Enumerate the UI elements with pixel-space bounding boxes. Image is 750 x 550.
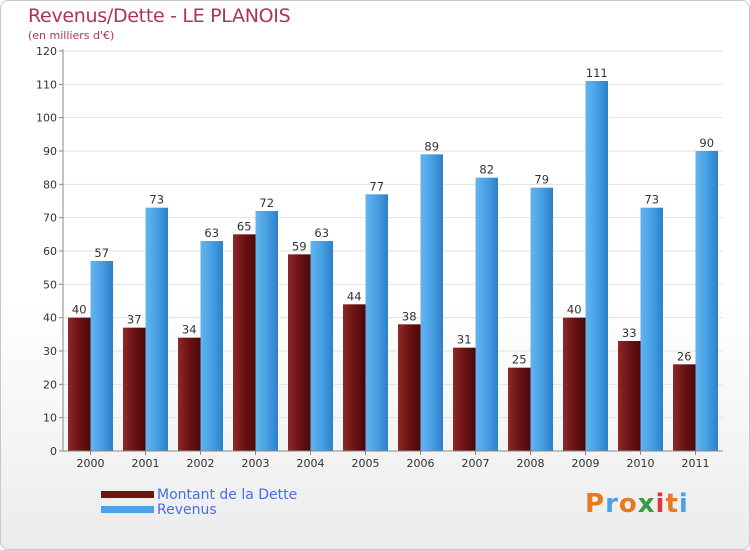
bar-dette	[123, 327, 146, 451]
x-tick-label: 2007	[462, 457, 490, 470]
bar-revenus	[640, 207, 663, 451]
data-label-revenus: 82	[479, 163, 494, 177]
data-label-dette: 26	[677, 349, 692, 363]
y-tick-label: 20	[43, 378, 57, 391]
y-tick-label: 100	[36, 112, 57, 125]
bar-dette	[398, 324, 421, 451]
logo-letter: r	[605, 489, 619, 519]
logo-letter: o	[618, 489, 638, 519]
data-label-dette: 59	[292, 239, 307, 253]
bar-dette	[68, 317, 91, 451]
legend: Montant de la Dette Revenus	[101, 486, 298, 518]
logo-letter: x	[637, 489, 656, 519]
bar-revenus	[90, 261, 113, 451]
bar-dette	[233, 234, 256, 451]
bar-dette	[178, 337, 201, 451]
y-tick-label: 60	[43, 245, 57, 258]
logo-letter: i	[678, 489, 689, 519]
y-tick-label: 70	[43, 212, 57, 225]
x-tick-label: 2009	[572, 457, 600, 470]
y-tick-label: 110	[36, 78, 57, 91]
data-label-dette: 34	[182, 323, 197, 337]
logo-letter: i	[655, 489, 666, 519]
bar-revenus	[530, 187, 553, 451]
data-label-revenus: 57	[94, 246, 109, 260]
data-label-dette: 38	[402, 309, 417, 323]
x-tick-label: 2006	[407, 457, 435, 470]
data-label-dette: 25	[512, 353, 527, 367]
bar-dette	[508, 367, 531, 451]
bar-revenus	[420, 154, 443, 452]
data-label-revenus: 63	[314, 226, 329, 240]
bar-dette	[618, 341, 641, 451]
y-tick-label: 90	[43, 145, 57, 158]
logo-letter: P	[585, 489, 606, 519]
legend-swatch-revenus	[101, 506, 154, 513]
x-tick-label: 2000	[77, 457, 105, 470]
bar-revenus	[585, 81, 608, 451]
data-label-dette: 44	[347, 289, 362, 303]
x-tick-label: 2008	[517, 457, 545, 470]
x-tick-label: 2004	[297, 457, 325, 470]
x-tick-label: 2010	[627, 457, 655, 470]
grid-layer	[63, 50, 723, 452]
data-label-dette: 31	[457, 333, 472, 347]
bar-dette	[563, 317, 586, 451]
bar-revenus	[475, 177, 498, 451]
bar-revenus	[145, 207, 168, 451]
data-label-dette: 37	[127, 313, 142, 327]
y-tick-label: 10	[43, 412, 57, 425]
y-tick-label: 50	[43, 278, 57, 291]
y-tick-label: 30	[43, 345, 57, 358]
data-label-revenus: 73	[644, 193, 659, 207]
x-tick-label: 2001	[132, 457, 160, 470]
y-tick-label: 120	[36, 45, 57, 58]
legend-label-dette: Montant de la Dette	[157, 486, 298, 503]
bar-revenus	[310, 241, 333, 451]
data-label-revenus: 111	[586, 66, 608, 80]
bar-dette	[453, 347, 476, 451]
chart-subtitle: (en milliers d'€)	[28, 29, 115, 42]
x-tick-label: 2002	[187, 457, 215, 470]
data-label-revenus: 77	[369, 179, 384, 193]
proxiti-logo: Proxiti	[585, 489, 689, 519]
data-label-revenus: 90	[699, 136, 714, 150]
axis-layer: 0 10 20 30 40 50 60 70 80 90 100 110 120 2000 2001 2002…	[36, 45, 723, 470]
y-tick-label: 0	[50, 445, 57, 458]
legend-item-dette: Montant de la Dette	[101, 486, 298, 503]
data-label-dette: 65	[237, 219, 252, 233]
bar-revenus	[200, 241, 223, 451]
x-tick-label: 2011	[682, 457, 710, 470]
bar-dette	[343, 304, 366, 451]
bar-revenus	[365, 194, 388, 452]
legend-swatch-dette	[101, 491, 154, 498]
data-label-revenus: 63	[204, 226, 219, 240]
chart-title: Revenus/Dette - LE PLANOIS	[28, 5, 291, 27]
bar-layer: 40 57 37 73 34 63 65 72 59 63 44 77 38 89 31 82 25 79 40 11…	[68, 66, 718, 452]
legend-item-revenus: Revenus	[101, 501, 297, 518]
bar-revenus	[695, 151, 718, 451]
data-label-revenus: 73	[149, 193, 164, 207]
y-tick-label: 80	[43, 178, 57, 191]
data-label-dette: 40	[72, 303, 87, 317]
legend-label-revenus: Revenus	[157, 501, 217, 518]
data-label-revenus: 79	[534, 173, 549, 187]
x-tick-label: 2005	[352, 457, 380, 470]
data-label-dette: 33	[622, 326, 637, 340]
bar-dette	[673, 364, 696, 451]
data-label-revenus: 72	[259, 196, 274, 210]
logo-letter: t	[665, 489, 679, 519]
bar-revenus	[255, 211, 278, 451]
y-tick-label: 40	[43, 312, 57, 325]
data-label-revenus: 89	[424, 139, 439, 153]
bar-dette	[288, 254, 311, 451]
x-tick-label: 2003	[242, 457, 270, 470]
data-label-dette: 40	[567, 303, 582, 317]
